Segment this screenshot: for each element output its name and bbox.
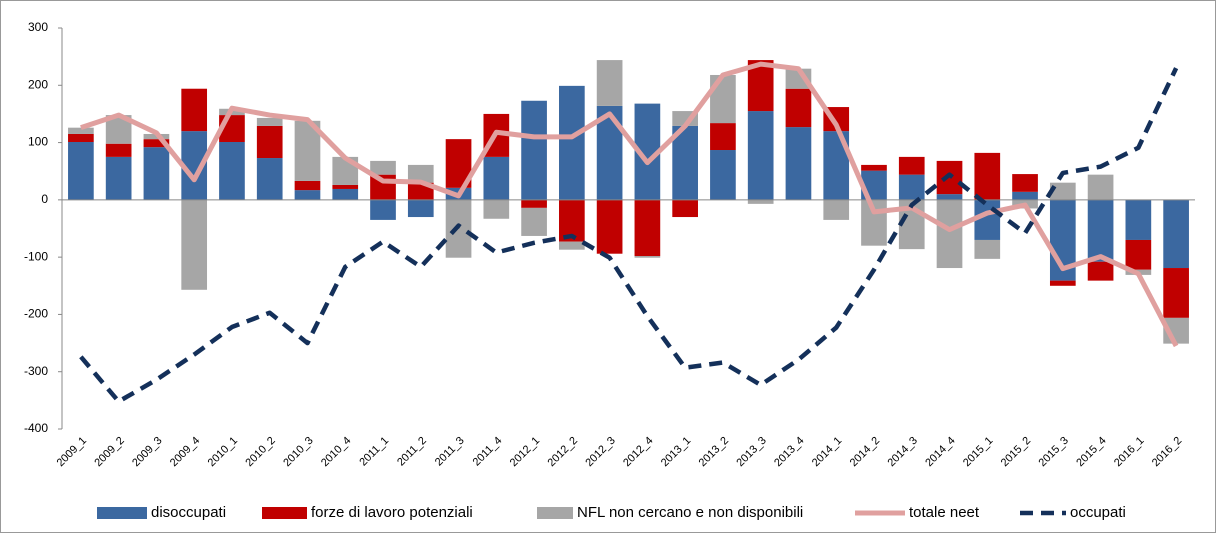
bar	[861, 164, 887, 171]
y-tick-label: -100	[24, 249, 48, 263]
bar	[672, 125, 698, 200]
bar	[823, 199, 850, 220]
bar	[785, 68, 812, 89]
bar	[219, 141, 245, 200]
bar	[1012, 174, 1038, 192]
bar	[596, 199, 623, 254]
bar	[634, 255, 661, 258]
bar	[521, 207, 547, 236]
bar	[1087, 174, 1114, 200]
legend-label: NFL non cercano e non disponibili	[577, 504, 803, 521]
bar	[1087, 199, 1114, 262]
bar	[785, 127, 812, 200]
bar	[1012, 191, 1038, 200]
y-tick-label: 100	[28, 135, 48, 149]
bar	[710, 150, 736, 200]
bar	[559, 85, 585, 200]
y-tick-label: 300	[28, 20, 48, 34]
bar	[68, 127, 94, 134]
legend-swatch	[537, 507, 573, 519]
bar	[256, 158, 283, 200]
bar	[181, 88, 208, 132]
bar	[332, 184, 359, 189]
legend-swatch	[262, 507, 307, 519]
legend-label: occupati	[1070, 504, 1126, 521]
y-tick-label: 200	[28, 77, 48, 91]
bar	[370, 199, 396, 220]
y-tick-label: -200	[24, 307, 48, 321]
bar	[974, 152, 1001, 200]
bar	[68, 133, 94, 142]
bar	[710, 123, 736, 151]
bar	[407, 199, 434, 218]
line	[79, 67, 1179, 404]
bar	[936, 194, 963, 200]
bar	[256, 117, 283, 126]
bar	[483, 199, 510, 219]
bar	[294, 190, 321, 200]
bar	[105, 156, 132, 200]
bar	[1049, 182, 1076, 200]
bar	[596, 60, 623, 106]
bar	[710, 74, 736, 124]
bar	[747, 199, 774, 204]
bar	[483, 156, 510, 200]
bar	[143, 139, 170, 148]
bar	[747, 111, 774, 200]
y-tick-label: -300	[24, 364, 48, 378]
bar	[559, 241, 585, 250]
bar	[256, 125, 283, 159]
bar	[332, 188, 359, 200]
bar	[521, 100, 547, 200]
bar	[521, 199, 547, 208]
bar	[634, 199, 661, 256]
bar	[181, 199, 208, 290]
legend-swatch	[97, 507, 147, 519]
y-tick-label: -400	[24, 421, 48, 435]
bar	[672, 199, 698, 218]
bar	[898, 156, 925, 175]
bar	[974, 239, 1001, 259]
bar	[105, 143, 132, 157]
bar	[1163, 199, 1189, 269]
bar	[974, 199, 1001, 240]
bar	[1049, 280, 1076, 286]
bar	[1125, 239, 1152, 270]
bar	[407, 164, 434, 183]
bar	[898, 174, 925, 200]
bar	[785, 88, 812, 128]
bar	[143, 147, 170, 200]
legend-label: forze di lavoro potenziali	[311, 504, 473, 521]
bar	[936, 199, 963, 269]
bar	[370, 160, 396, 175]
y-tick-label: 0	[41, 192, 48, 206]
legend-label: totale neet	[909, 504, 980, 521]
bar	[1087, 261, 1114, 281]
legend-label: disoccupati	[151, 504, 226, 521]
bar	[1125, 199, 1152, 240]
bar	[1163, 268, 1189, 318]
bar	[68, 141, 94, 200]
bar	[294, 180, 321, 191]
